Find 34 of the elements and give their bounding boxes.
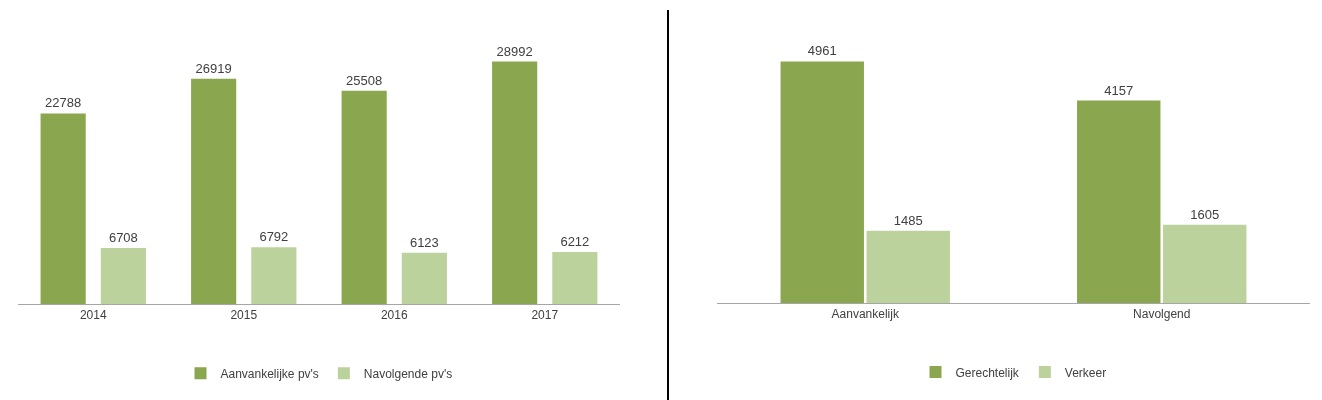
legend-label: Gerechtelijk	[955, 365, 1020, 380]
data-label: 1605	[1190, 206, 1220, 222]
bar	[100, 247, 146, 304]
x-tick-label: 2017	[531, 308, 559, 323]
data-label: 22788	[45, 95, 82, 111]
bar	[780, 61, 864, 303]
bar	[341, 90, 387, 304]
bar	[552, 252, 598, 304]
data-label: 4961	[807, 43, 837, 59]
bar	[401, 252, 447, 304]
x-tick-label: Aanvankelijk	[831, 307, 900, 322]
x-tick-label: 2015	[230, 308, 258, 323]
x-tick-label: 2014	[79, 308, 107, 323]
data-label: 26919	[195, 60, 232, 76]
bar	[1163, 224, 1247, 303]
legend-label: Verkeer	[1064, 365, 1107, 380]
data-label: 4157	[1104, 82, 1134, 98]
bar	[251, 247, 297, 304]
data-label: 1485	[893, 212, 923, 228]
bar	[191, 78, 237, 304]
x-tick-label: 2016	[380, 308, 408, 323]
bar	[866, 230, 950, 303]
data-label: 6708	[108, 229, 138, 245]
x-tick-label: Navolgend	[1133, 307, 1191, 322]
data-label: 6123	[409, 234, 439, 250]
data-label: 6212	[560, 234, 590, 250]
data-label: 28992	[496, 43, 533, 59]
data-label: 25508	[346, 72, 383, 88]
bar	[40, 113, 86, 304]
legend-label: Navolgende pv's	[363, 366, 453, 381]
legend-label: Aanvankelijke pv's	[220, 366, 319, 381]
bar	[492, 61, 538, 304]
data-label: 6792	[259, 229, 289, 245]
bar	[1077, 100, 1161, 303]
